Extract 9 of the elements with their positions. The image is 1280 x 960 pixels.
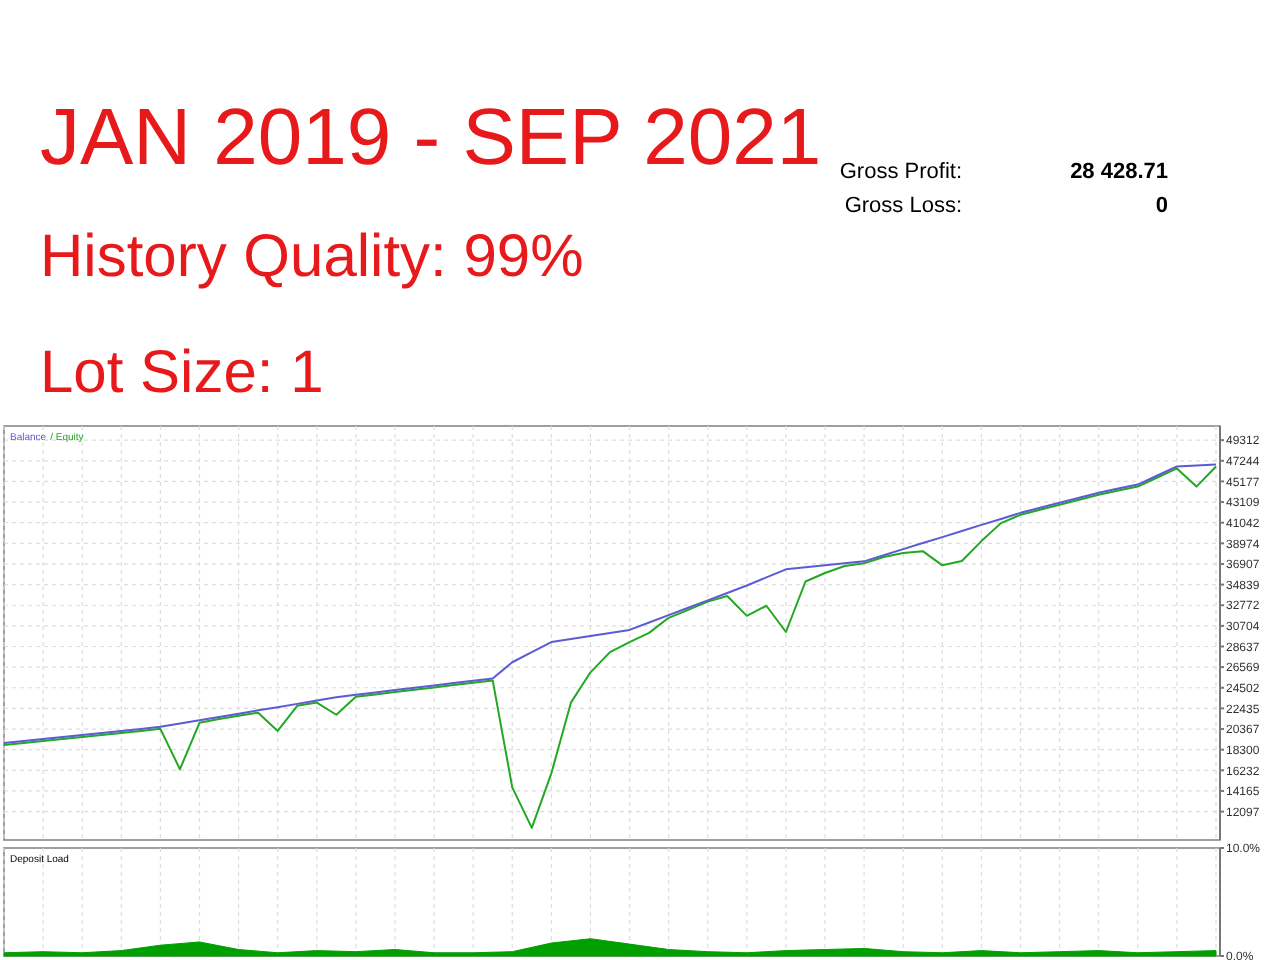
chart-title: JAN 2019 - SEP 2021 [40, 94, 822, 182]
text: Lot Size: 1 [40, 340, 324, 406]
chart-subtitle: History Quality: 99% [40, 224, 584, 290]
text: 28 428.71 [1070, 160, 1168, 184]
text: Gross Profit: [839, 160, 962, 184]
line-series [3, 465, 1217, 829]
line-series [3, 463, 1217, 744]
text: 0 [1155, 194, 1168, 218]
text: Gross Loss: [844, 194, 962, 218]
